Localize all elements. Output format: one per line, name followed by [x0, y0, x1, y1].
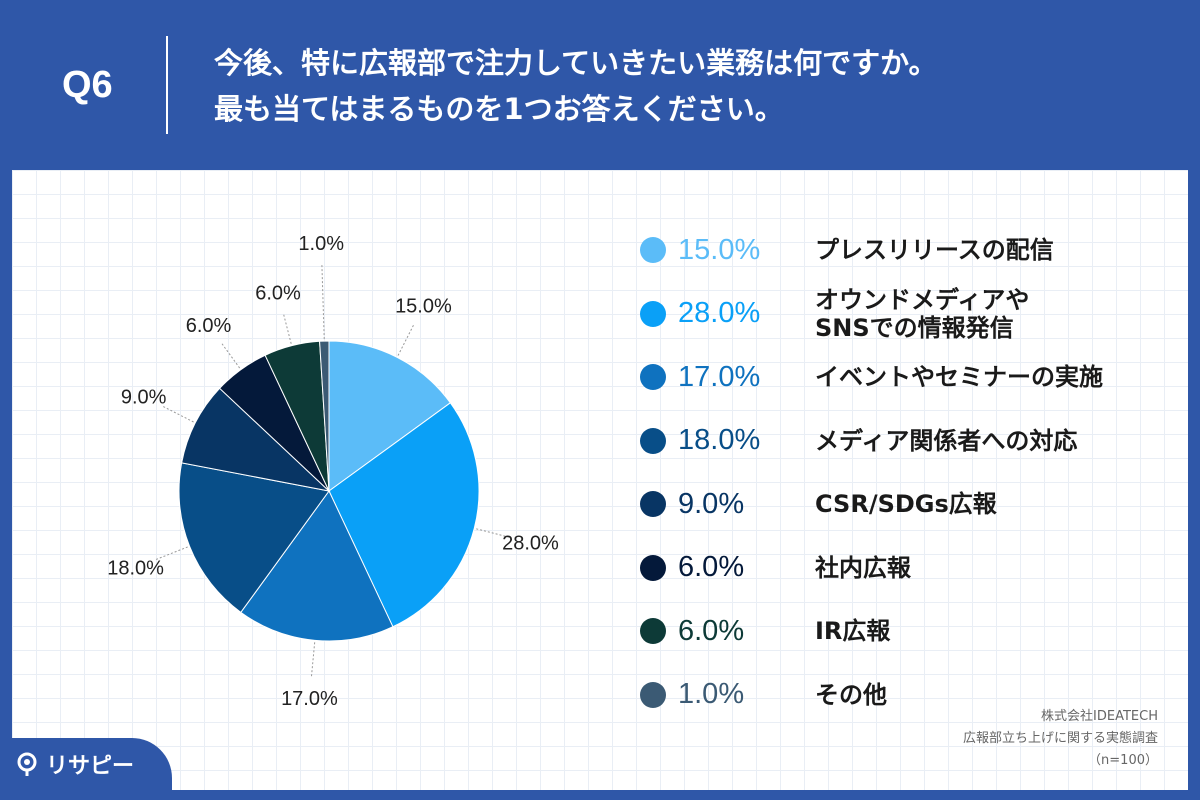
- legend-swatch: [640, 554, 666, 581]
- data-label: 15.0%: [395, 296, 452, 318]
- data-label: 17.0%: [281, 688, 338, 710]
- legend-value: 15.0%: [678, 233, 761, 266]
- question-line-2: 最も当てはまるものを1つお答えください。: [214, 92, 784, 126]
- source-company: 株式会社IDEATECH: [1041, 709, 1158, 724]
- legend-label: 社内広報: [815, 553, 911, 582]
- data-label: 6.0%: [255, 282, 301, 304]
- legend-label: プレスリリースの配信: [815, 236, 1054, 264]
- legend-swatch: [640, 618, 666, 644]
- pie-slice: [328, 340, 452, 492]
- header: Q6 今後、特に広報部で注力していきたい業務は何ですか。 最も当てはまるものを1…: [0, 0, 1200, 168]
- legend-item: 17.0% イベントやセミナーの実施: [640, 357, 1180, 397]
- leader-line: [163, 406, 194, 423]
- legend-item: 15.0% プレスリリースの配信: [640, 230, 1180, 270]
- legend-value: 6.0%: [678, 551, 745, 583]
- source-sample: （n=100）: [1088, 753, 1158, 768]
- legend-item: 9.0% CSR/SDGs広報: [640, 484, 1180, 524]
- legend-label: メディア関係者への対応: [815, 426, 1078, 455]
- legend-value: 9.0%: [678, 487, 745, 520]
- source-note: 株式会社IDEATECH 広報部立ち上げに関する実態調査 （n=100）: [963, 706, 1158, 772]
- question-number: Q6: [62, 64, 113, 106]
- legend-label: IR広報: [815, 617, 891, 645]
- leader-line: [321, 265, 325, 340]
- legend-label: オウンドメディアや SNSでの情報発信: [815, 285, 1030, 342]
- legend-swatch: [640, 491, 666, 517]
- pie-slice: [328, 402, 480, 628]
- legend-item: 28.0% オウンドメディアや SNSでの情報発信: [640, 286, 1180, 342]
- leader-line: [310, 642, 316, 677]
- leader-line: [476, 528, 510, 538]
- question-title: 今後、特に広報部で注力していきたい業務は何ですか。 最も当てはまるものを1つお答…: [214, 40, 938, 132]
- source-survey: 広報部立ち上げに関する実態調査: [962, 731, 1158, 746]
- data-label: 9.0%: [121, 387, 167, 409]
- leader-line: [155, 546, 188, 560]
- chart-panel: 15.0% 28.0% 17.0% 18.0% 9.0% 6.0% 6.0% 1.0% 15.…: [12, 170, 1188, 790]
- pie-chart: 15.0% 28.0% 17.0% 18.0% 9.0% 6.0% 6.0% 1.0%: [107, 233, 559, 710]
- pie-slice: [181, 387, 331, 492]
- logo-text: リサピー: [46, 754, 135, 779]
- legend-value: 28.0%: [678, 297, 761, 329]
- legend-value: 18.0%: [678, 424, 761, 456]
- pie-slice: [240, 490, 394, 642]
- data-label: 18.0%: [107, 558, 164, 580]
- pie-slice: [178, 462, 330, 614]
- legend-value: 6.0%: [678, 614, 745, 647]
- legend-label: その他: [815, 680, 887, 709]
- header-divider: [166, 36, 168, 134]
- legend-swatch: [640, 300, 666, 327]
- brand-logo: リサピー: [14, 748, 134, 780]
- legend-item: 1.0% その他: [640, 675, 1180, 715]
- question-line-1: 今後、特に広報部で注力していきたい業務は何ですか。: [214, 46, 938, 80]
- data-label: 6.0%: [186, 315, 232, 337]
- legend-item: 6.0% IR広報: [640, 611, 1180, 651]
- legend-value: 17.0%: [678, 360, 761, 393]
- leader-line: [283, 313, 292, 344]
- legend-item: 6.0% 社内広報: [640, 548, 1180, 588]
- legend-swatch: [640, 681, 666, 708]
- legend-label: イベントやセミナーの実施: [815, 363, 1103, 391]
- legend-swatch: [640, 427, 666, 454]
- legend-value: 1.0%: [678, 678, 745, 710]
- pin-icon: [17, 752, 37, 776]
- data-label: 28.0%: [502, 533, 559, 555]
- data-label: 1.0%: [298, 233, 344, 255]
- leader-line: [397, 325, 414, 356]
- legend-label: CSR/SDGs広報: [815, 490, 997, 518]
- legend-swatch: [640, 237, 666, 263]
- legend-swatch: [640, 364, 666, 390]
- leader-line: [221, 342, 241, 369]
- legend-item: 18.0% メディア関係者への対応: [640, 421, 1180, 461]
- pie-slice: [319, 340, 330, 492]
